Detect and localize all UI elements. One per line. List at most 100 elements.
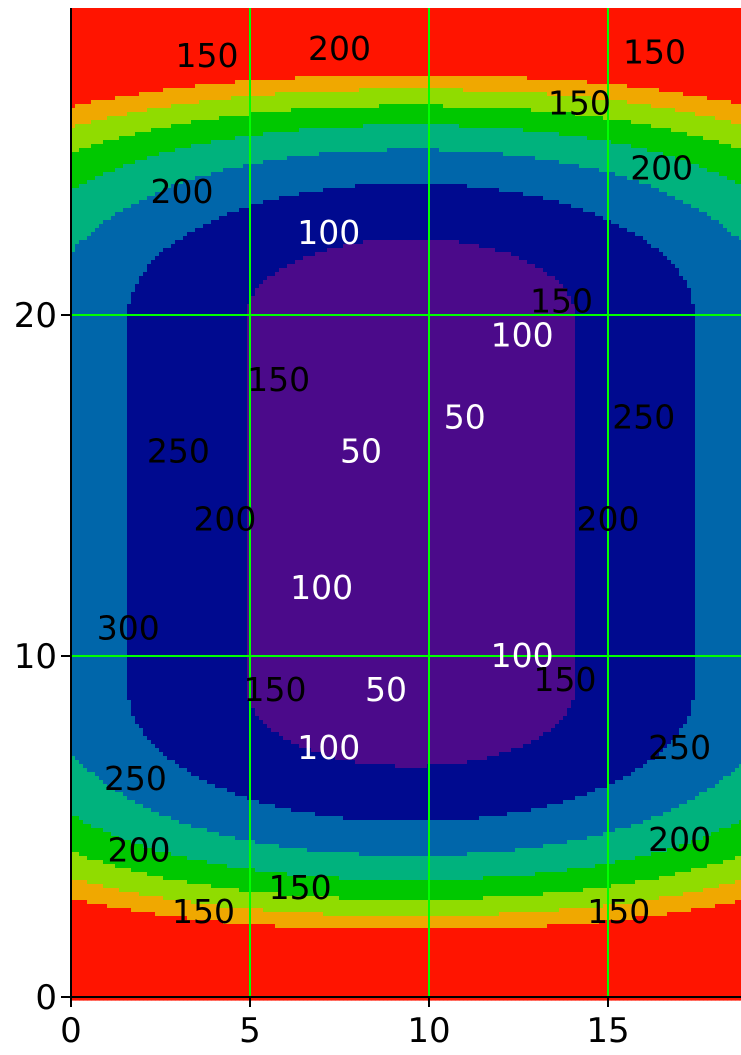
contour-fill-cell: [703, 24, 708, 29]
contour-fill-cell: [711, 44, 716, 49]
contour-fill-cell: [319, 88, 324, 93]
contour-fill-cell: [295, 112, 300, 117]
contour-fill-cell: [159, 112, 164, 117]
contour-fill-cell: [143, 24, 148, 29]
contour-fill-cell: [523, 40, 528, 45]
contour-fill-cell: [135, 32, 140, 37]
contour-fill-cell: [519, 12, 524, 17]
contour-fill-cell: [91, 32, 96, 37]
contour-fill-cell: [163, 92, 168, 97]
contour-fill-cell: [319, 76, 324, 81]
contour-fill-cell: [379, 92, 384, 97]
contour-fill-cell: [555, 36, 560, 41]
contour-fill-cell: [707, 12, 712, 17]
contour-fill-cell: [471, 80, 476, 85]
contour-fill-cell: [699, 80, 704, 85]
contour-fill-cell: [587, 28, 592, 33]
contour-fill-cell: [439, 104, 444, 109]
contour-fill-cell: [471, 64, 476, 69]
contour-fill-cell: [139, 108, 144, 113]
contour-fill-cell: [267, 92, 272, 97]
contour-fill-cell: [351, 16, 356, 21]
contour-fill-cell: [283, 72, 288, 77]
contour-fill-cell: [371, 40, 376, 45]
contour-fill-cell: [107, 48, 112, 53]
contour-fill-cell: [535, 116, 540, 121]
contour-fill-cell: [411, 96, 416, 101]
contour-fill-cell: [107, 84, 112, 89]
contour-fill-cell: [275, 100, 280, 105]
contour-fill-cell: [739, 32, 741, 37]
contour-fill-cell: [291, 60, 296, 65]
contour-fill-cell: [151, 84, 156, 89]
contour-fill-cell: [231, 28, 236, 33]
contour-fill-cell: [503, 52, 508, 57]
contour-fill-cell: [483, 120, 488, 125]
contour-fill-cell: [459, 12, 464, 17]
contour-fill-cell: [635, 96, 640, 101]
contour-fill-cell: [211, 8, 216, 13]
contour-fill-cell: [139, 20, 144, 25]
contour-fill-cell: [719, 16, 724, 21]
contour-fill-cell: [703, 60, 708, 65]
contour-fill-cell: [351, 96, 356, 101]
contour-fill-cell: [703, 44, 708, 49]
contour-fill-cell: [95, 40, 100, 45]
contour-fill-cell: [351, 20, 356, 25]
contour-fill-cell: [579, 52, 584, 57]
contour-fill-cell: [391, 12, 396, 17]
contour-fill-cell: [163, 40, 168, 45]
contour-fill-cell: [487, 104, 492, 109]
contour-fill-cell: [371, 60, 376, 65]
contour-fill-cell: [647, 80, 652, 85]
contour-fill-cell: [351, 100, 356, 105]
contour-fill-cell: [135, 36, 140, 41]
contour-fill-cell: [415, 44, 420, 49]
contour-fill-cell: [379, 80, 384, 85]
contour-fill-cell: [539, 16, 544, 21]
contour-fill-cell: [615, 120, 620, 125]
contour-fill-cell: [115, 40, 120, 45]
contour-fill-cell: [335, 92, 340, 97]
contour-fill-cell: [331, 112, 336, 117]
contour-fill-cell: [699, 28, 704, 33]
contour-fill-cell: [411, 76, 416, 81]
contour-fill-cell: [523, 48, 528, 53]
contour-fill-cell: [267, 100, 272, 105]
contour-fill-cell: [299, 36, 304, 41]
contour-fill-cell: [127, 32, 132, 37]
contour-fill-cell: [735, 96, 740, 101]
contour-fill-cell: [335, 72, 340, 77]
contour-fill-cell: [679, 84, 684, 89]
contour-fill-cell: [391, 52, 396, 57]
contour-fill-cell: [87, 68, 92, 73]
contour-fill-cell: [79, 24, 84, 29]
contour-fill-cell: [367, 40, 372, 45]
contour-fill-cell: [471, 24, 476, 29]
contour-fill-cell: [615, 32, 620, 37]
contour-fill-cell: [139, 64, 144, 69]
contour-fill-cell: [251, 20, 256, 25]
contour-fill-cell: [119, 24, 124, 29]
contour-fill-cell: [359, 100, 364, 105]
contour-fill-cell: [447, 12, 452, 17]
contour-fill-cell: [587, 32, 592, 37]
contour-fill-cell: [167, 96, 172, 101]
contour-fill-cell: [383, 72, 388, 77]
contour-fill-cell: [731, 56, 736, 61]
contour-fill-cell: [91, 44, 96, 49]
contour-fill-cell: [95, 64, 100, 69]
contour-fill-cell: [379, 12, 384, 17]
contour-fill-cell: [271, 72, 276, 77]
contour-fill-cell: [503, 96, 508, 101]
contour-fill-cell: [595, 40, 600, 45]
contour-fill-cell: [259, 76, 264, 81]
contour-fill-cell: [335, 20, 340, 25]
contour-fill-cell: [419, 92, 424, 97]
contour-fill-cell: [255, 112, 260, 117]
contour-fill-cell: [151, 92, 156, 97]
contour-fill-cell: [727, 96, 732, 101]
contour-fill-cell: [291, 24, 296, 29]
contour-fill-cell: [183, 92, 188, 97]
contour-fill-cell: [303, 60, 308, 65]
